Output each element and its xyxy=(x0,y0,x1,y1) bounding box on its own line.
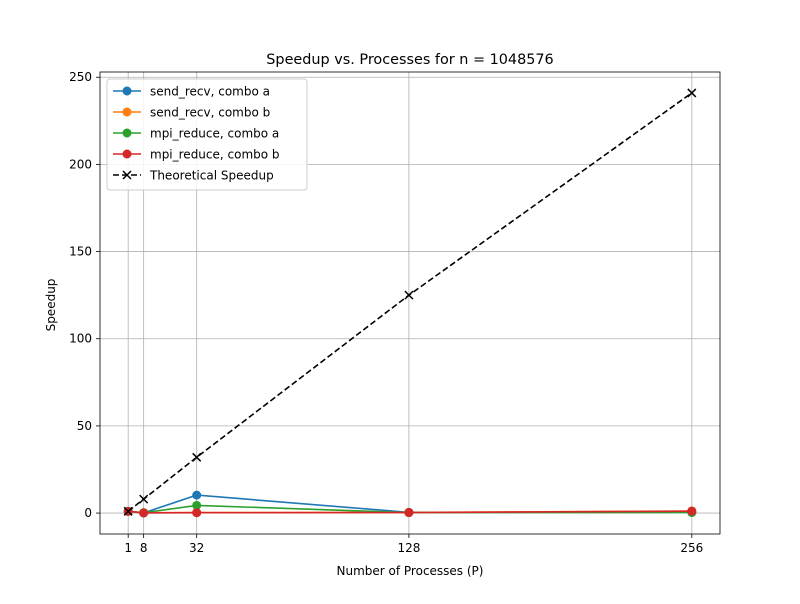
axes: 1 8 32 128 256 0 50 100 150 200 250 xyxy=(69,70,721,555)
x-tick-label: 32 xyxy=(189,541,204,555)
data-point xyxy=(192,490,202,500)
y-tick-label: 50 xyxy=(77,419,92,433)
y-tick-label: 0 xyxy=(84,506,92,520)
x-tick-label: 256 xyxy=(680,541,703,555)
legend-label: send_recv, combo a xyxy=(150,85,270,99)
data-point xyxy=(687,506,697,516)
chart-title: Speedup vs. Processes for n = 1048576 xyxy=(266,52,553,68)
data-point xyxy=(192,508,202,518)
x-tick-label: 8 xyxy=(140,541,148,555)
x-axis-label: Number of Processes (P) xyxy=(337,564,484,578)
series-line xyxy=(127,92,693,512)
legend-marker xyxy=(122,107,132,117)
y-tick-label: 150 xyxy=(69,245,92,259)
legend-label: mpi_reduce, combo b xyxy=(150,148,280,162)
y-tick-label: 200 xyxy=(69,157,92,171)
legend-marker xyxy=(122,86,132,96)
y-axis-label: Speedup xyxy=(44,279,58,332)
legend-marker xyxy=(122,128,132,138)
data-point-x-marker xyxy=(404,290,414,300)
data-point xyxy=(139,508,149,518)
data-point-x-marker xyxy=(139,494,149,504)
x-tick-label: 1 xyxy=(124,541,132,555)
legend-label: Theoretical Speedup xyxy=(149,169,274,183)
marker-stroke xyxy=(687,88,697,98)
legend-marker xyxy=(122,149,132,159)
marker-stroke xyxy=(139,494,149,504)
data-point xyxy=(404,508,414,518)
legend: send_recv, combo a send_recv, combo b mpi_… xyxy=(106,78,308,191)
data-point-x-marker xyxy=(123,506,133,516)
data-point-x-marker xyxy=(192,452,202,462)
legend-label: send_recv, combo b xyxy=(150,106,270,120)
x-tick-label: 128 xyxy=(397,541,420,555)
data-point-x-marker xyxy=(687,88,697,98)
plot-frame xyxy=(99,71,721,535)
marker-stroke xyxy=(404,290,414,300)
marker-stroke xyxy=(123,506,133,516)
data-point xyxy=(192,500,202,510)
legend-label: mpi_reduce, combo a xyxy=(150,127,279,141)
plot-series xyxy=(123,88,697,518)
marker-stroke xyxy=(192,452,202,462)
y-tick-label: 250 xyxy=(69,70,92,84)
legend-box xyxy=(106,78,308,191)
y-tick-label: 100 xyxy=(69,332,92,346)
legend-marker xyxy=(122,170,132,180)
